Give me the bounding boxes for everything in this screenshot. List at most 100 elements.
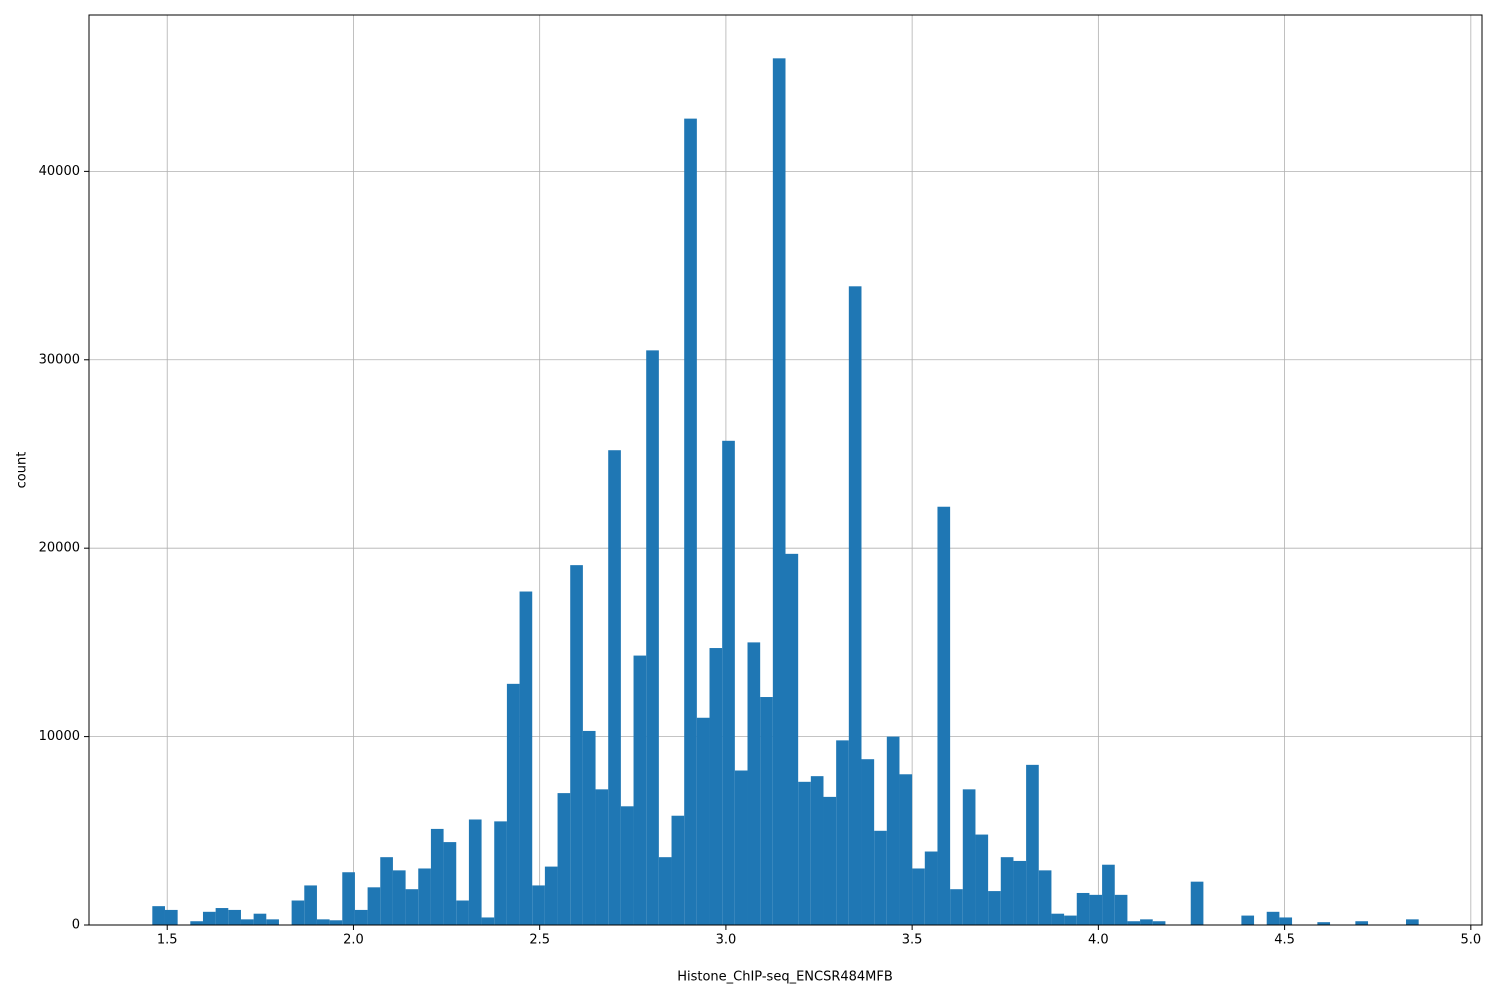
bar (316, 919, 330, 925)
bar (1355, 921, 1369, 925)
x-tick-label: 4.0 (1088, 933, 1109, 948)
bar (658, 857, 672, 925)
bar (570, 565, 583, 925)
bar (405, 889, 419, 925)
bar (899, 774, 913, 925)
y-tick-label: 10000 (39, 729, 80, 744)
bar (266, 919, 279, 925)
bar (924, 851, 938, 925)
bar (329, 920, 343, 925)
bar (633, 655, 647, 925)
bar (1190, 881, 1204, 925)
bar (418, 868, 431, 925)
bar (608, 450, 621, 925)
bar (595, 789, 609, 925)
bar (354, 909, 368, 925)
bar (392, 870, 406, 925)
x-tick-label: 3.5 (902, 933, 923, 948)
bar (202, 911, 216, 925)
y-axis-label: count (15, 452, 30, 489)
bar (975, 834, 989, 925)
bar (785, 553, 799, 925)
bar (709, 648, 723, 925)
x-axis-label: Histone_ChIP-seq_ENCSR484MFB (677, 970, 893, 985)
bar (240, 919, 254, 925)
x-tick-label: 2.0 (343, 933, 364, 948)
bar (1000, 857, 1014, 925)
bar (1038, 870, 1052, 925)
bar (215, 908, 229, 925)
bar (848, 286, 862, 926)
bar (1241, 915, 1255, 925)
bar (772, 58, 786, 926)
bar (962, 789, 976, 925)
y-tick-label: 40000 (39, 164, 80, 179)
bar (1152, 921, 1166, 925)
bar (684, 118, 697, 926)
bar (836, 740, 849, 925)
bar (1127, 921, 1141, 925)
bar (443, 842, 457, 925)
bar (1317, 922, 1331, 925)
bar (1089, 894, 1103, 925)
x-tick-label: 2.5 (529, 933, 550, 948)
bar (1064, 915, 1077, 925)
bar (1013, 860, 1027, 925)
bar (747, 642, 761, 925)
bar (937, 506, 951, 925)
bar (304, 885, 317, 925)
bar (228, 909, 241, 925)
bar (1114, 894, 1128, 925)
bar (874, 830, 887, 925)
bar (367, 887, 381, 925)
x-tick-label: 1.5 (157, 933, 178, 948)
bar (291, 900, 305, 925)
bar (810, 776, 824, 925)
bar (620, 806, 634, 925)
bar (190, 921, 203, 925)
bar (582, 730, 596, 925)
bar (1051, 913, 1065, 925)
bar (1026, 764, 1039, 925)
bar (253, 913, 267, 925)
bar (1266, 911, 1280, 925)
bar (481, 917, 495, 925)
y-tick-label: 20000 (39, 541, 80, 556)
x-tick-label: 4.5 (1274, 933, 1295, 948)
bar (164, 909, 178, 925)
bar (152, 906, 165, 925)
x-tick-label: 5.0 (1460, 933, 1481, 948)
bar (696, 717, 710, 925)
bar (557, 793, 571, 925)
bar (1140, 919, 1153, 925)
bar (430, 828, 444, 925)
x-tick-label: 3.0 (716, 933, 737, 948)
bar (671, 815, 685, 925)
bar (544, 866, 558, 925)
bar (519, 591, 533, 925)
bar (734, 770, 748, 925)
bar (798, 781, 811, 925)
bar (950, 889, 963, 925)
bar (646, 350, 659, 925)
bar (722, 440, 735, 925)
bar (861, 759, 875, 925)
y-tick-label: 30000 (39, 352, 80, 367)
bar (494, 821, 507, 925)
bar (1406, 919, 1419, 925)
bar (886, 736, 900, 925)
y-tick-label: 0 (72, 918, 80, 933)
bar (1076, 892, 1090, 925)
bar (532, 885, 545, 925)
plot-frame (88, 14, 1483, 926)
bar (912, 868, 925, 925)
bar (456, 900, 469, 925)
bar (468, 819, 482, 925)
bar (988, 891, 1001, 925)
bar (380, 857, 393, 925)
bar (1279, 917, 1293, 925)
bar (342, 872, 355, 925)
bar (760, 697, 773, 925)
bar (823, 796, 837, 925)
